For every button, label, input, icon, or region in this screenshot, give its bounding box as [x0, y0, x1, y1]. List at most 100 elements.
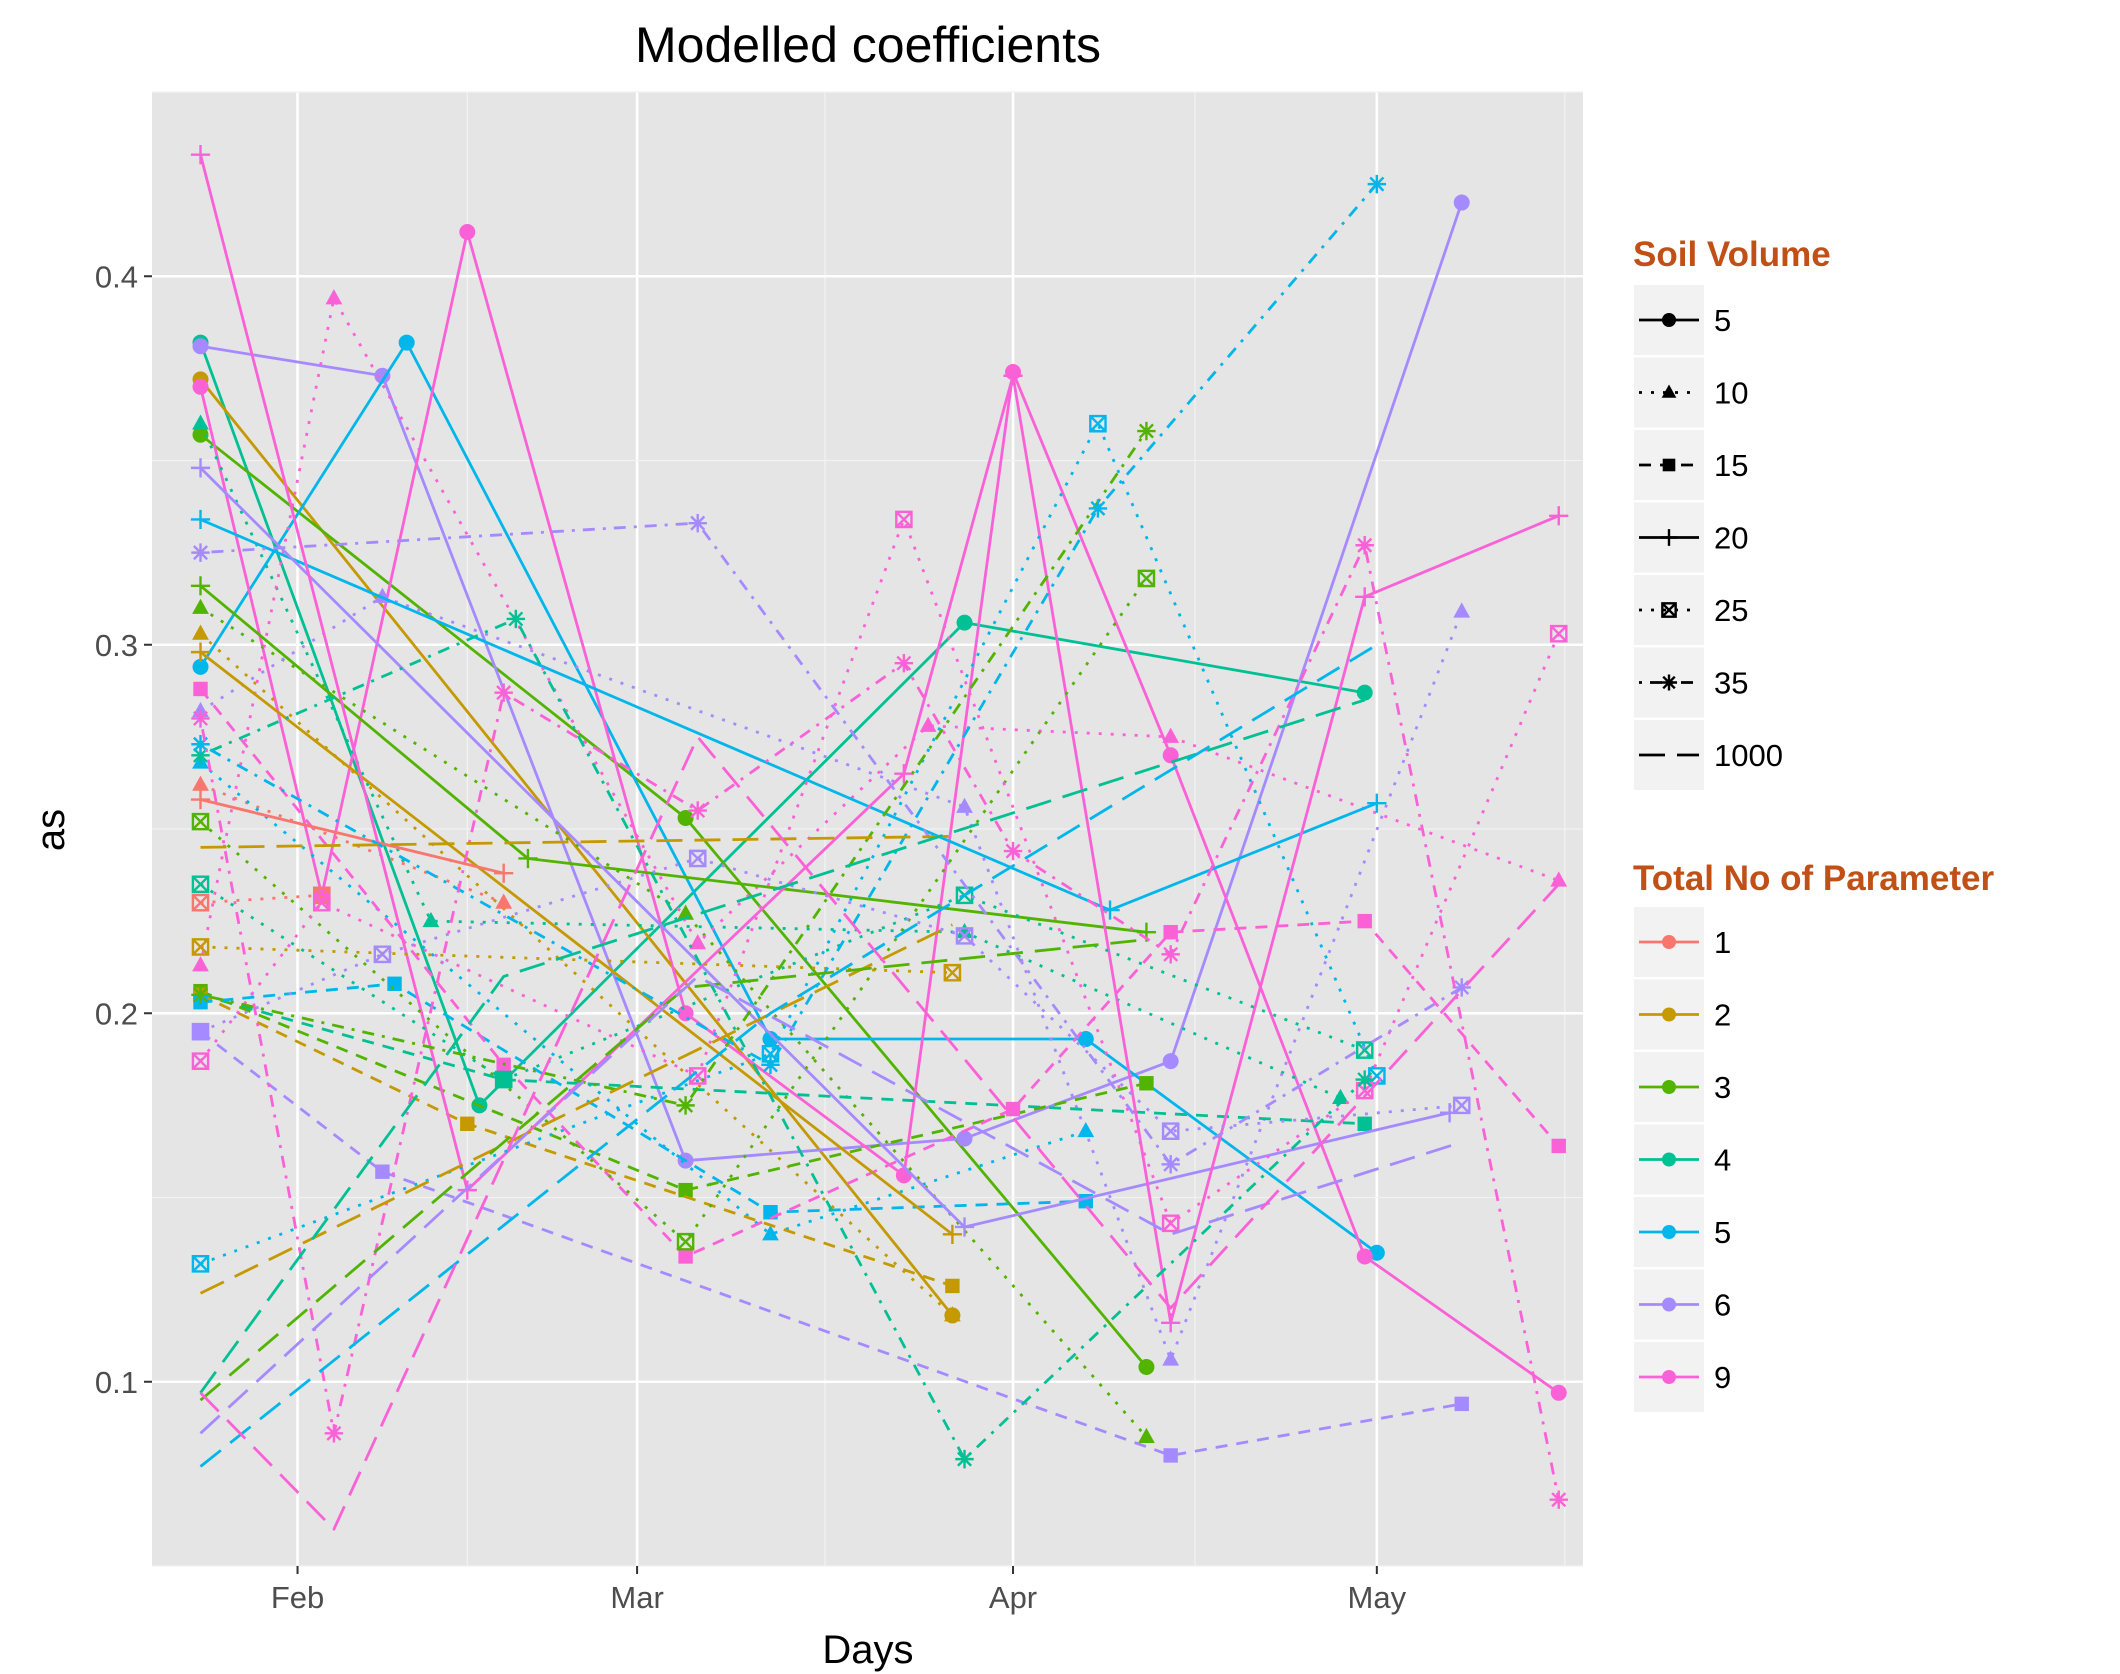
data-point — [1453, 194, 1470, 211]
series-line — [199, 761, 1087, 1236]
data-point — [190, 509, 211, 530]
data-point — [1003, 366, 1023, 386]
series-line — [200, 835, 953, 849]
legend-marker — [1662, 1152, 1676, 1167]
data-point — [956, 797, 973, 813]
series — [190, 509, 1387, 920]
data-point — [942, 1224, 962, 1244]
series-line — [199, 989, 1147, 1192]
series — [192, 289, 1568, 972]
data-point — [1550, 1384, 1567, 1401]
data-point — [192, 378, 209, 395]
data-point — [1662, 458, 1676, 472]
data-point — [518, 848, 538, 869]
data-point — [191, 985, 210, 1005]
series-line — [200, 521, 1463, 1166]
gridlines — [152, 91, 1583, 1567]
data-point — [457, 1180, 477, 1200]
series-line — [199, 632, 954, 1317]
series-line — [200, 798, 505, 875]
data-point — [762, 1031, 779, 1048]
data-point — [676, 1232, 695, 1251]
series-line — [199, 923, 954, 1295]
series — [191, 875, 1374, 1089]
data-point — [1367, 174, 1387, 194]
series — [192, 426, 1155, 1376]
data-point — [945, 1278, 960, 1294]
series — [190, 458, 1460, 1237]
data-point — [677, 809, 694, 826]
data-point — [1139, 1076, 1154, 1091]
legend-label: 10 — [1714, 376, 1748, 411]
legend-label: 9 — [1714, 1360, 1731, 1395]
series — [192, 334, 1385, 1261]
legend-marker — [1662, 1225, 1676, 1239]
data-point — [1551, 1138, 1566, 1154]
series-layer — [190, 145, 1569, 1531]
data-point — [1368, 1244, 1385, 1261]
series — [191, 421, 1156, 1115]
legend-item-soil-volume: 10 — [1634, 357, 1748, 428]
chart-title: Modelled coefficients — [635, 17, 1101, 73]
data-point — [422, 911, 440, 928]
data-point — [398, 334, 415, 351]
data-point — [956, 1130, 973, 1147]
data-point — [192, 775, 209, 791]
series — [191, 174, 1387, 1075]
axes: Feb Mar Apr May 0.1 0.2 0.3 0.4 — [95, 259, 1407, 1615]
legend-item-parameter: 4 — [1634, 1124, 1731, 1195]
data-point — [895, 510, 913, 529]
data-point — [191, 1052, 210, 1070]
data-point — [1452, 1096, 1471, 1115]
data-point — [191, 709, 210, 728]
data-point — [943, 1306, 961, 1322]
data-point — [190, 642, 211, 662]
data-point — [1549, 1490, 1568, 1509]
legend-label: 1000 — [1714, 738, 1783, 773]
data-point — [1138, 1427, 1155, 1444]
series-line — [199, 342, 1365, 1107]
data-point — [494, 683, 513, 702]
series-line — [200, 202, 1464, 1163]
legend-item-soil-volume: 1000 — [1634, 720, 1783, 790]
series-line — [199, 698, 1366, 1394]
data-point — [678, 1249, 693, 1264]
series — [192, 598, 1155, 1444]
legend-item-soil-volume: 5 — [1634, 285, 1731, 355]
legend-item-soil-volume: 35 — [1634, 647, 1748, 718]
data-point — [1660, 674, 1678, 691]
data-point — [678, 1182, 693, 1198]
data-point — [762, 1225, 779, 1241]
data-point — [1355, 1070, 1374, 1089]
y-tick-label: 0.3 — [95, 628, 138, 663]
data-point — [191, 543, 210, 562]
data-point — [1355, 587, 1375, 607]
data-point — [1138, 1359, 1155, 1376]
data-point — [1453, 602, 1471, 618]
data-point — [191, 1255, 210, 1273]
series — [191, 569, 1156, 1251]
data-point — [460, 1116, 475, 1131]
data-point — [1163, 924, 1178, 940]
y-tick-label: 0.1 — [95, 1365, 138, 1400]
legend-item-soil-volume: 20 — [1634, 502, 1748, 573]
series — [200, 835, 953, 849]
data-point — [191, 893, 210, 912]
series — [192, 775, 513, 909]
legend-item-parameter: 9 — [1634, 1342, 1731, 1412]
data-point — [956, 614, 973, 631]
data-point — [190, 576, 211, 596]
legend-label: 20 — [1714, 521, 1748, 556]
series — [191, 513, 1471, 1174]
series — [191, 849, 1471, 1140]
legend-label: 1 — [1714, 925, 1731, 960]
legend-marker — [1662, 1080, 1676, 1094]
series — [199, 698, 1366, 1394]
series-line — [199, 183, 1378, 1067]
data-point — [894, 653, 914, 673]
data-point — [1162, 1053, 1179, 1070]
data-point — [495, 893, 513, 909]
x-tick-label: Apr — [989, 1580, 1037, 1615]
legend-marker — [1662, 1007, 1676, 1022]
